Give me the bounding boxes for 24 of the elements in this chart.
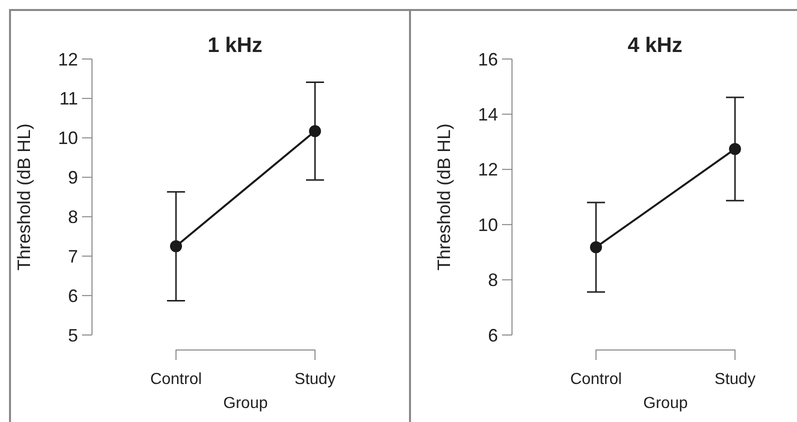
y-tick-label: 5 [68,325,78,346]
y-tick-label: 16 [478,49,498,70]
x-tick-label: Control [570,371,622,388]
x-axis-title: Group [643,395,688,412]
x-axis-title: Group [223,395,268,412]
y-tick-label: 9 [68,168,78,188]
y-tick-label: 10 [58,128,78,148]
x-tick-label: Control [150,371,202,388]
x-tick-label: Study [294,371,336,388]
y-tick-label: 10 [478,214,498,235]
y-tick-label: 7 [68,246,78,266]
y-tick-label: 11 [59,88,78,109]
y-tick-label: 14 [478,104,498,124]
x-tick-label: Study [714,371,756,388]
y-tick-label: 8 [68,207,78,228]
chart-title: 1 kHz [208,34,262,57]
y-tick-label: 12 [58,49,78,70]
y-tick-label: 6 [488,325,498,346]
y-axis-title: Threshold (dB HL) [14,123,34,271]
y-tick-label: 8 [488,270,498,290]
y-axis-title: Threshold (dB HL) [434,123,454,271]
chart-title: 4 kHz [628,34,682,57]
y-tick-label: 6 [68,286,78,306]
y-tick-label: 12 [478,160,498,180]
